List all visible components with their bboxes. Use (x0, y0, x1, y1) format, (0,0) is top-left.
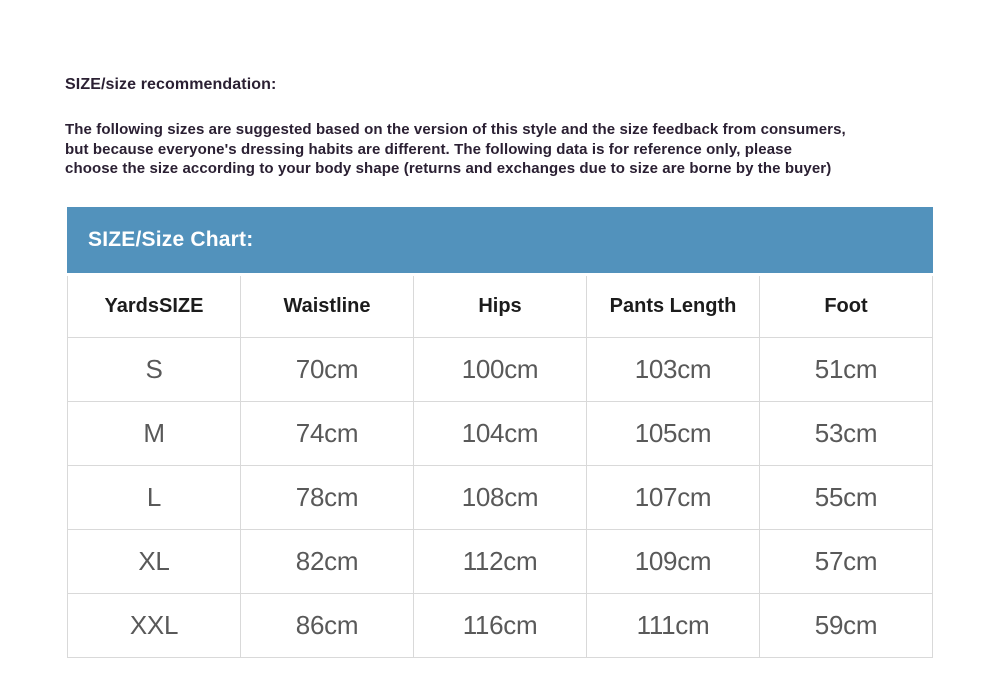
table-row: L 78cm 108cm 107cm 55cm (67, 465, 933, 530)
table-row: XL 82cm 112cm 109cm 57cm (67, 529, 933, 594)
table-row: S 70cm 100cm 103cm 51cm (67, 337, 933, 402)
cell-pants-length: 103cm (586, 337, 760, 402)
column-header-hips: Hips (413, 276, 587, 338)
cell-foot: 57cm (759, 529, 933, 594)
cell-pants-length: 107cm (586, 465, 760, 530)
cell-size: XL (67, 529, 241, 594)
cell-hips: 112cm (413, 529, 587, 594)
size-chart-title: SIZE/Size Chart: (88, 228, 254, 251)
cell-waistline: 74cm (240, 401, 414, 466)
size-recommendation-paragraph: The following sizes are suggested based … (65, 120, 846, 179)
table-row: XXL 86cm 116cm 111cm 59cm (67, 593, 933, 658)
cell-waistline: 78cm (240, 465, 414, 530)
size-chart-header-bar: SIZE/Size Chart: (67, 207, 933, 273)
size-chart-table-container: YardsSIZE Waistline Hips Pants Length Fo… (67, 276, 933, 658)
paragraph-line: The following sizes are suggested based … (65, 121, 846, 138)
cell-size: XXL (67, 593, 241, 658)
cell-foot: 55cm (759, 465, 933, 530)
cell-waistline: 70cm (240, 337, 414, 402)
column-header-foot: Foot (759, 276, 933, 338)
table-header-row: YardsSIZE Waistline Hips Pants Length Fo… (67, 276, 933, 338)
cell-foot: 51cm (759, 337, 933, 402)
column-header-size: YardsSIZE (67, 276, 241, 338)
cell-hips: 104cm (413, 401, 587, 466)
size-chart-table: YardsSIZE Waistline Hips Pants Length Fo… (67, 276, 933, 658)
cell-hips: 116cm (413, 593, 587, 658)
cell-pants-length: 105cm (586, 401, 760, 466)
size-recommendation-heading: SIZE/size recommendation: (65, 76, 277, 93)
column-header-pants-length: Pants Length (586, 276, 760, 338)
paragraph-line: choose the size according to your body s… (65, 160, 832, 177)
cell-pants-length: 109cm (586, 529, 760, 594)
cell-hips: 100cm (413, 337, 587, 402)
cell-size: S (67, 337, 241, 402)
column-header-waistline: Waistline (240, 276, 414, 338)
cell-waistline: 82cm (240, 529, 414, 594)
cell-pants-length: 111cm (586, 593, 760, 658)
cell-hips: 108cm (413, 465, 587, 530)
paragraph-line: but because everyone's dressing habits a… (65, 140, 793, 158)
cell-foot: 53cm (759, 401, 933, 466)
cell-size: M (67, 401, 241, 466)
cell-foot: 59cm (759, 593, 933, 658)
cell-waistline: 86cm (240, 593, 414, 658)
table-row: M 74cm 104cm 105cm 53cm (67, 401, 933, 466)
cell-size: L (67, 465, 241, 530)
